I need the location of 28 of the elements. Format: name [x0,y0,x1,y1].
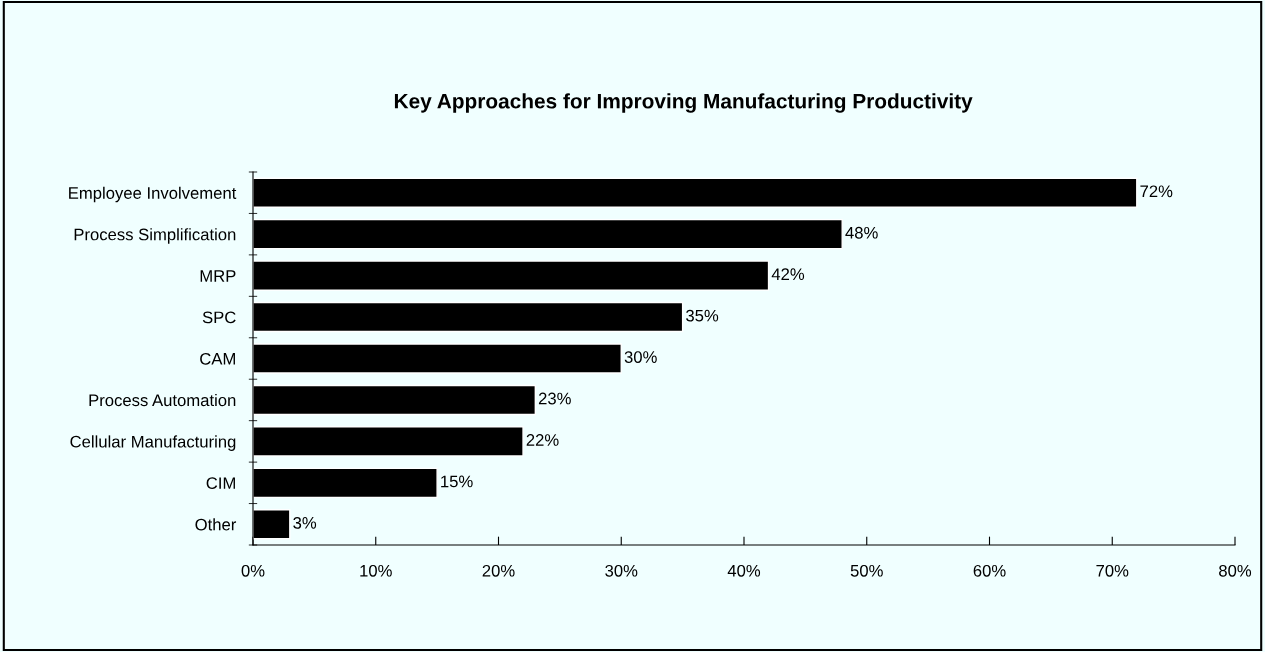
y-tick-label: Cellular Manufacturing [70,435,236,451]
x-tick-label: 20% [482,564,515,577]
y-tick-label: MRP [200,270,236,282]
x-tick-label: 10% [360,564,392,577]
data-label: 30% [624,351,657,363]
x-tick-label: 50% [850,564,883,577]
data-label: 72% [1140,185,1173,198]
y-tick-label: CIM [206,477,235,490]
chart-title: Key Approaches for Improving Manufacturing Productivity [394,93,973,113]
data-label: 23% [538,392,571,405]
x-tick-label: 70% [1096,564,1129,577]
x-tick-label: 40% [727,564,761,577]
data-label: 15% [441,475,473,488]
x-tick-label: 0% [241,564,265,577]
data-label: 35% [686,309,719,322]
x-tick-label: 60% [973,564,1006,577]
data-label: 3% [293,516,317,529]
y-tick-label: Process Automation [89,393,236,407]
data-label: 22% [526,434,559,446]
y-tick-label: Other [195,518,237,531]
data-label: 42% [771,268,805,281]
y-tick-label: SPC [202,311,236,324]
y-tick-label: Employee Involvement [69,186,237,203]
y-tick-label: CAM [200,352,235,365]
data-label: 48% [845,226,878,239]
x-tick-label: 30% [605,564,638,577]
x-tick-label: 80% [1219,564,1252,577]
y-tick-label: Process Simplification [74,228,236,244]
